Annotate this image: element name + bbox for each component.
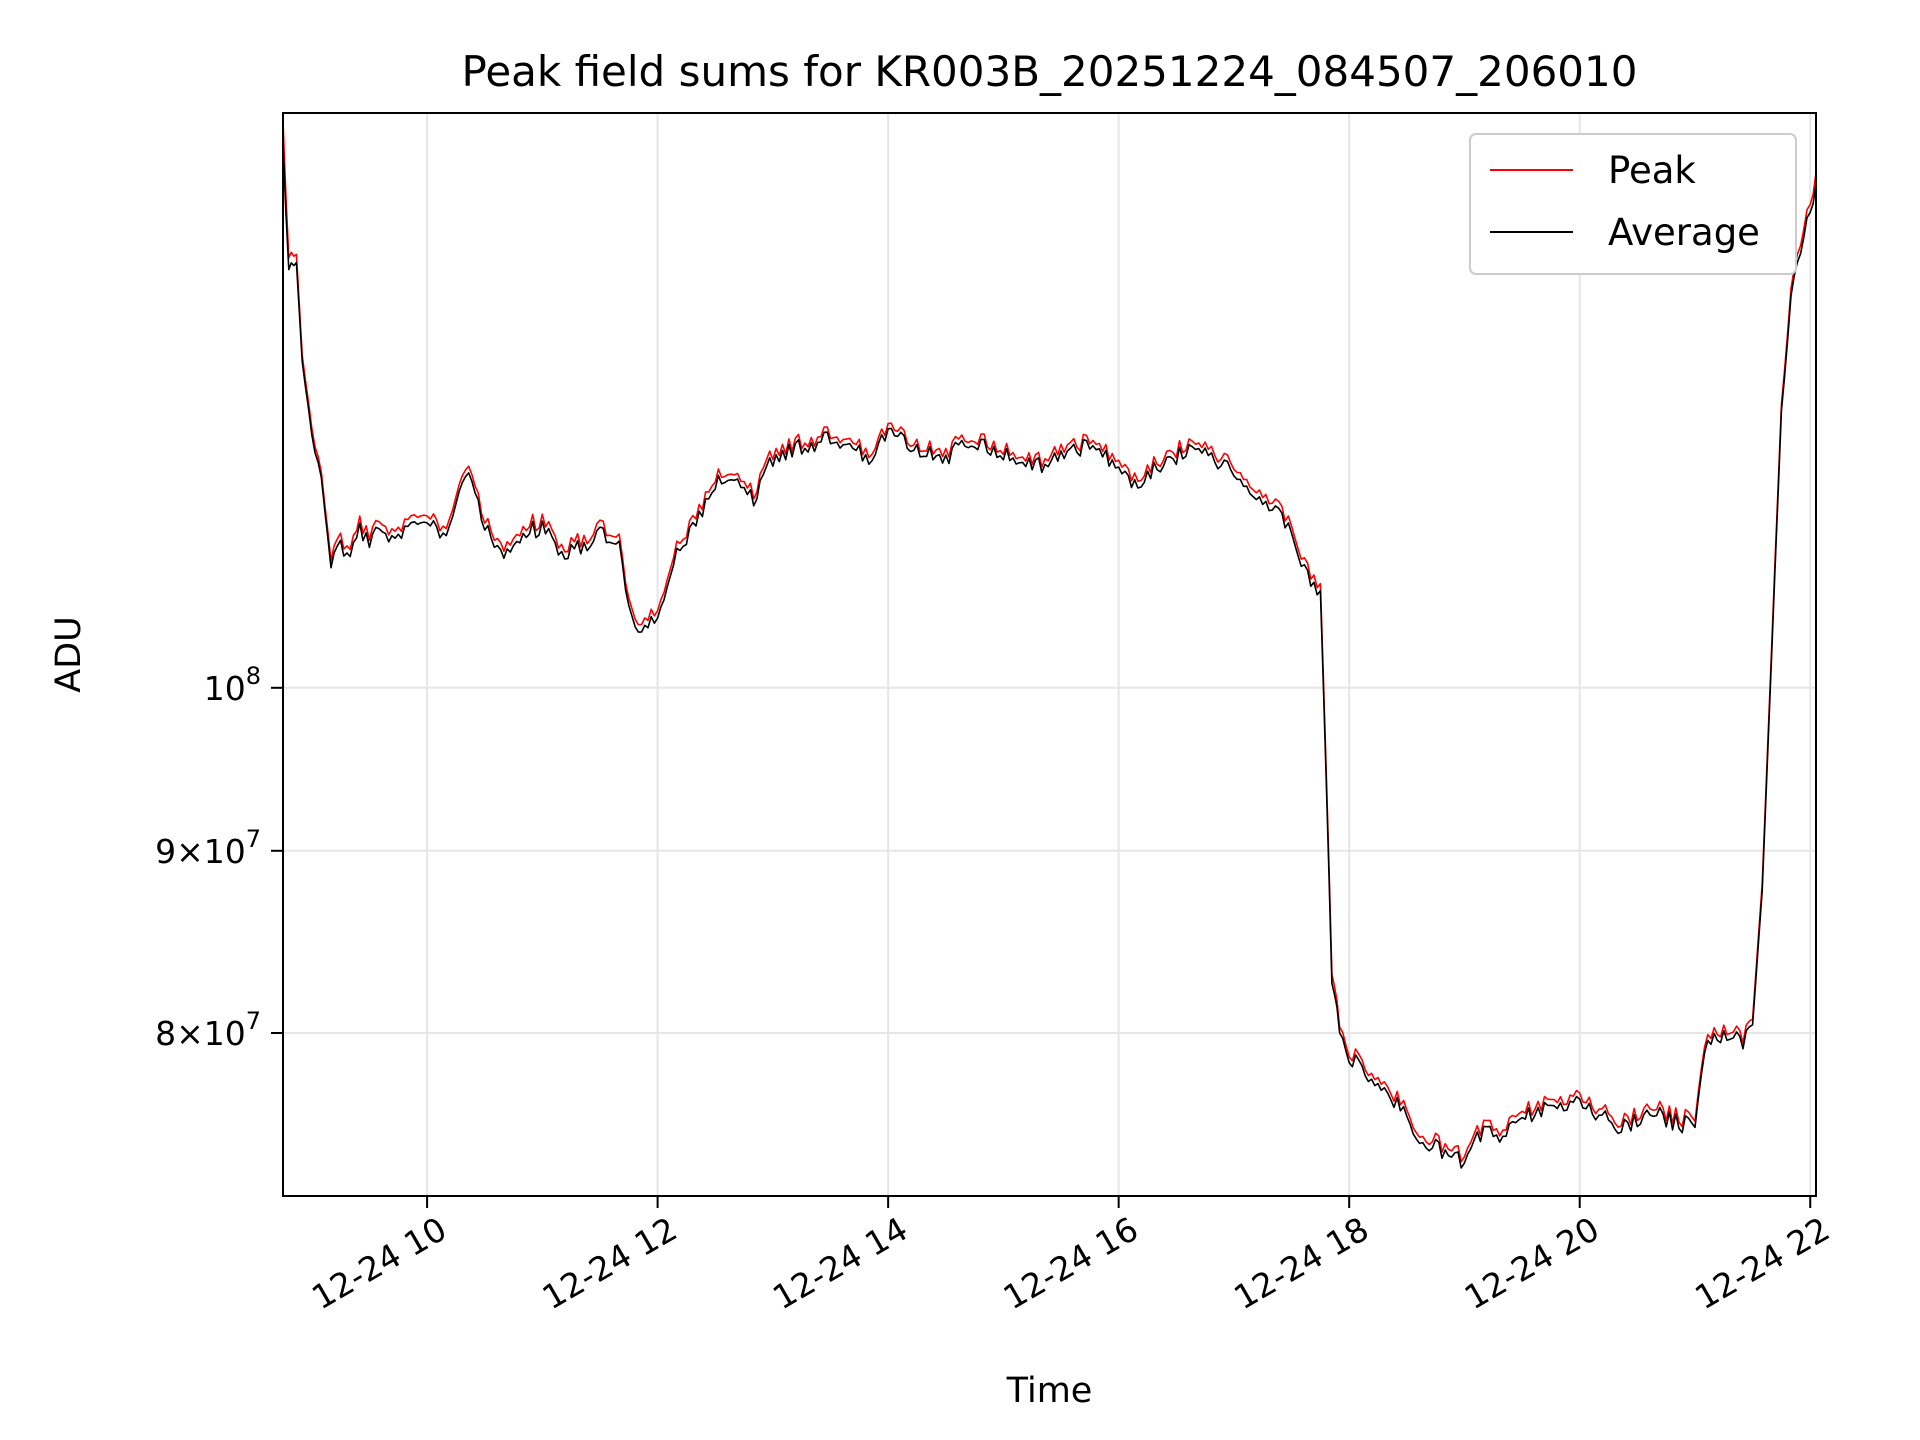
legend-label-average: Average — [1608, 211, 1760, 254]
plot-frame — [282, 112, 1817, 1197]
chart-title: Peak field sums for KR003B_20251224_0845… — [462, 47, 1638, 96]
x-tick-label: 12-24 20 — [1458, 1209, 1606, 1317]
x-axis: 12-24 10 12-24 12 12-24 14 12-24 16 12-24 18… — [305, 1196, 1836, 1317]
legend-label-peak: Peak — [1608, 149, 1696, 192]
x-tick-label: 12-24 10 — [305, 1209, 453, 1317]
grid — [283, 113, 1816, 1196]
x-tick-label: 12-24 18 — [1227, 1209, 1375, 1317]
series-line-peak — [283, 121, 1816, 1163]
y-tick-label: 8×107 — [155, 1007, 261, 1053]
series-line-average — [283, 143, 1816, 1169]
legend: Peak Average — [1469, 133, 1797, 275]
x-tick-label: 12-24 14 — [766, 1209, 914, 1317]
y-tick-label: 9×107 — [155, 825, 261, 871]
x-tick-label: 12-24 16 — [997, 1209, 1145, 1317]
y-tick-label: 108 — [204, 662, 261, 708]
x-tick-label: 12-24 12 — [536, 1209, 684, 1317]
y-axis: 108 9×107 8×107 — [155, 662, 283, 1053]
x-tick-label: 12-24 22 — [1688, 1209, 1836, 1317]
x-axis-label: Time — [1006, 1371, 1093, 1411]
y-axis-label: ADU — [49, 616, 89, 693]
series-layer — [283, 121, 1816, 1169]
